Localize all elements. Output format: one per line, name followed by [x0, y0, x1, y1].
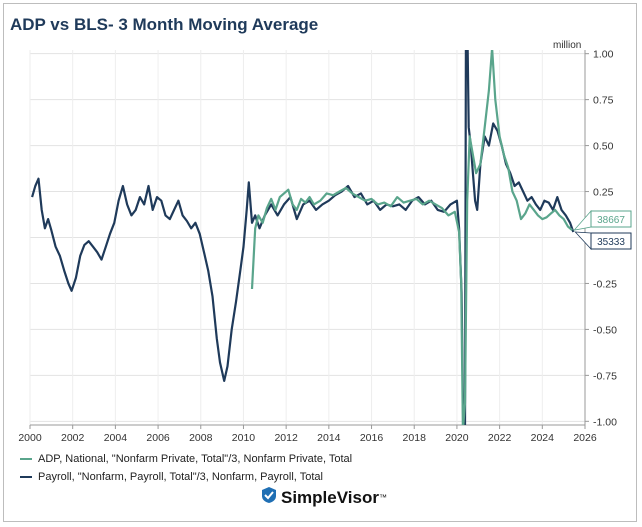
- y-tick-label: -0.25: [593, 278, 617, 290]
- end-label-text: 35333: [597, 237, 625, 248]
- y-tick-label: -1.00: [593, 416, 617, 428]
- chart-frame: [3, 3, 637, 522]
- x-tick-label: 2024: [531, 432, 555, 444]
- y-tick-label: 0.25: [593, 187, 614, 199]
- x-tick-label: 2006: [146, 432, 170, 444]
- y-unit-label: million: [553, 40, 581, 51]
- x-tick-label: 2014: [317, 432, 341, 444]
- x-tick-label: 2016: [360, 432, 384, 444]
- end-label-box: [590, 210, 632, 228]
- x-tick-label: 2004: [104, 432, 128, 444]
- legend: ADP, National, "Nonfarm Private, Total"/…: [20, 450, 352, 486]
- x-tick-label: 2018: [403, 432, 427, 444]
- legend-label-adp: ADP, National, "Nonfarm Private, Total"/…: [38, 453, 353, 465]
- series-line-adp: [250, 50, 573, 425]
- end-label-text: 38667: [597, 215, 625, 226]
- legend-item-payroll[interactable]: Payroll, "Nonfarm, Payroll, Total"/3, No…: [20, 468, 352, 486]
- y-tick-label: 0.75: [593, 95, 614, 107]
- x-tick-label: 2010: [232, 432, 256, 444]
- brand-name: SimpleVisor: [281, 487, 379, 507]
- legend-label-payroll: Payroll, "Nonfarm, Payroll, Total"/3, No…: [38, 471, 323, 483]
- x-tick-label: 2020: [445, 432, 469, 444]
- shield-icon: [262, 487, 276, 508]
- end-label-box: [590, 232, 632, 250]
- end-labels: 38667 35333: [573, 209, 632, 251]
- x-tick-label: 2008: [189, 432, 213, 444]
- y-tick-label: 1.00: [593, 49, 614, 61]
- y-tick-label: -0.75: [593, 370, 617, 382]
- y-tick-label: 0.50: [593, 141, 614, 153]
- legend-item-adp[interactable]: ADP, National, "Nonfarm Private, Total"/…: [20, 450, 352, 468]
- y-tick-label: -0.50: [593, 324, 617, 336]
- legend-swatch-payroll: [20, 476, 32, 478]
- legend-swatch-adp: [20, 458, 32, 460]
- x-tick-label: 2012: [274, 432, 298, 444]
- axes: 1.00 0.75 0.50 0.25 -0.25 -0.50 -0.75 -1.00 2000…: [18, 49, 617, 444]
- end-label-payroll: 35333: [574, 231, 632, 251]
- x-tick-label: 2002: [61, 432, 85, 444]
- series-layer: [31, 50, 575, 425]
- brand-logo: SimpleVisor ™: [262, 487, 387, 508]
- chart-title: ADP vs BLS- 3 Month Moving Average: [10, 15, 319, 34]
- x-tick-label: 2026: [573, 432, 597, 444]
- grid: [29, 50, 586, 425]
- x-tick-label: 2000: [18, 432, 42, 444]
- series-line-payroll: [31, 50, 575, 425]
- x-tick-label: 2022: [488, 432, 512, 444]
- end-label-adp: 38667: [573, 209, 632, 231]
- brand-tm: ™: [378, 493, 387, 502]
